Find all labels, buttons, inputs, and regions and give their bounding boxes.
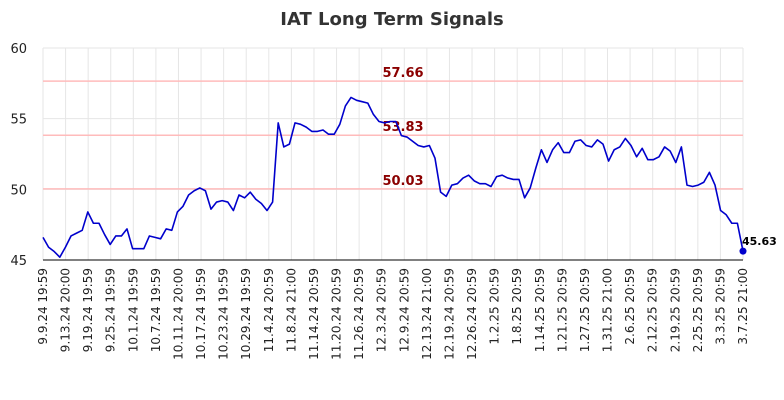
x-tick-label: 2.12.25 20:59 (646, 268, 660, 352)
x-tick-label: 10.29.24 19:59 (239, 268, 253, 360)
x-tick-label: 1.8.25 20:59 (510, 268, 524, 345)
x-tick-label: 1.14.25 20:59 (533, 268, 547, 352)
x-tick-label: 12.19.24 20:59 (442, 268, 456, 360)
x-tick-label: 12.26.24 20:59 (465, 268, 479, 360)
y-tick-label: 60 (10, 42, 27, 57)
x-tick-label: 10.11.24 20:00 (171, 268, 185, 360)
x-tick-label: 2.19.25 20:59 (668, 268, 682, 352)
signal-level-label: 57.66 (382, 66, 423, 81)
x-tick-label: 1.21.25 20:59 (555, 268, 569, 352)
y-tick-label: 50 (10, 183, 27, 198)
x-tick-label: 12.13.24 21:00 (420, 268, 434, 360)
x-tick-label: 9.9.24 19:59 (36, 268, 50, 345)
x-tick-label: 9.13.24 20:00 (59, 268, 73, 352)
x-tick-label: 11.26.24 20:59 (352, 268, 366, 360)
signal-level-label: 53.83 (382, 120, 423, 135)
x-tick-label: 11.14.24 20:59 (307, 268, 321, 360)
x-tick-label: 2.25.25 20:59 (691, 268, 705, 352)
y-tick-label: 55 (10, 113, 27, 128)
y-tick-label: 45 (10, 254, 27, 269)
x-tick-label: 11.8.24 21:00 (284, 268, 298, 352)
x-tick-label: 10.17.24 19:59 (194, 268, 208, 360)
x-tick-label: 10.7.24 19:59 (149, 268, 163, 352)
x-tick-label: 12.3.24 20:59 (375, 268, 389, 352)
x-tick-label: 3.7.25 21:00 (736, 268, 750, 345)
x-tick-label: 1.31.25 21:00 (601, 268, 615, 352)
x-tick-label: 1.2.25 20:59 (488, 268, 502, 345)
series: 45.63 (42, 96, 777, 258)
chart-title: IAT Long Term Signals (280, 9, 503, 30)
x-tick-label: 10.23.24 19:59 (217, 268, 231, 360)
x-tick-label: 3.3.25 20:59 (713, 268, 727, 345)
x-tick-label: 11.20.24 20:59 (330, 268, 344, 360)
x-tick-label: 9.25.24 19:59 (104, 268, 118, 352)
x-tick-label: 1.27.25 20:59 (578, 268, 592, 352)
x-tick-label: 11.4.24 20:59 (262, 268, 276, 352)
x-tick-label: 12.9.24 20:59 (397, 268, 411, 352)
signal-levels: 57.66 53.83 50.03 (43, 66, 743, 190)
last-value-label: 45.63 (742, 235, 777, 248)
last-point (739, 247, 747, 255)
axes: 9.9.24 19:59 9.13.24 20:00 9.19.24 19:59 9.… (10, 42, 750, 360)
x-tick-label: 2.6.25 20:59 (623, 268, 637, 345)
x-tick-label: 9.19.24 19:59 (81, 268, 95, 352)
price-line (42, 96, 744, 258)
x-tick-label: 10.1.24 19:59 (126, 268, 140, 352)
signal-level-label: 50.03 (382, 174, 423, 189)
